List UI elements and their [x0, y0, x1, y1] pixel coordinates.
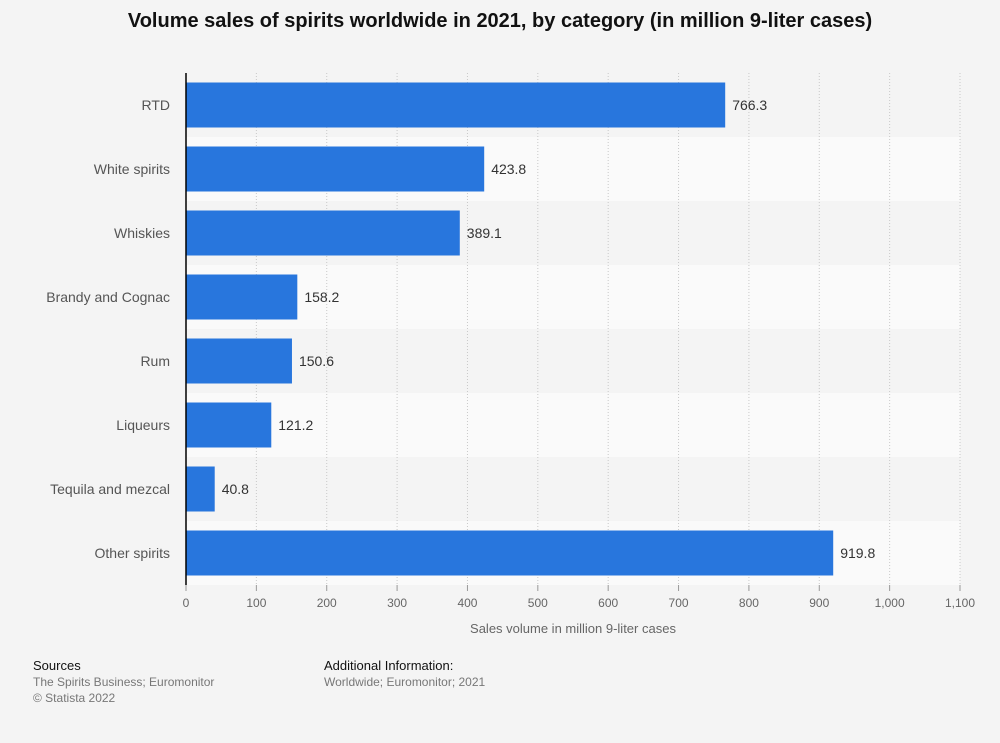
row-band: [186, 329, 960, 393]
x-tick-label: 200: [317, 596, 337, 610]
chart-title: Volume sales of spirits worldwide in 202…: [127, 10, 873, 32]
category-label: Brandy and Cognac: [46, 289, 170, 305]
bar: [186, 210, 460, 256]
sources-text: The Spirits Business; Euromonitor: [33, 675, 215, 689]
x-tick-label: 0: [183, 596, 190, 610]
x-tick-label: 900: [809, 596, 829, 610]
bar: [186, 530, 834, 576]
additional-info-heading: Additional Information:: [324, 658, 454, 673]
category-label: Liqueurs: [116, 417, 170, 433]
bar-chart: RTD 766.3 White spirits 423.8 Whiskies 389.1 B…: [46, 73, 975, 636]
bar: [186, 402, 272, 448]
additional-info-block: Additional Information: Worldwide; Eurom…: [324, 658, 485, 690]
row-band: [186, 457, 960, 521]
value-label: 150.6: [299, 353, 334, 369]
x-tick-label: 600: [598, 596, 618, 610]
row-band: [186, 393, 960, 457]
category-label: White spirits: [94, 161, 170, 177]
value-label: 121.2: [278, 417, 313, 433]
category-label: Whiskies: [114, 225, 170, 241]
sources-heading: Sources: [33, 658, 81, 673]
x-tick-label: 100: [246, 596, 266, 610]
x-tick-label: 800: [739, 596, 759, 610]
category-label: Other spirits: [95, 545, 170, 561]
value-label: 158.2: [304, 289, 339, 305]
category-label: Tequila and mezcal: [50, 481, 170, 497]
value-label: 919.8: [840, 545, 875, 561]
bar: [186, 274, 298, 320]
category-label: RTD: [141, 97, 170, 113]
value-label: 766.3: [732, 97, 767, 113]
value-label: 423.8: [491, 161, 526, 177]
x-tick-label: 400: [457, 596, 477, 610]
bar: [186, 146, 485, 192]
copyright-text: © Statista 2022: [33, 691, 116, 705]
x-axis-title: Sales volume in million 9-liter cases: [470, 621, 676, 636]
row-band: [186, 265, 960, 329]
x-tick-label: 1,100: [945, 596, 975, 610]
value-label: 389.1: [467, 225, 502, 241]
x-tick-label: 500: [528, 596, 548, 610]
x-tick-label: 300: [387, 596, 407, 610]
x-tick-label: 1,000: [875, 596, 905, 610]
bar: [186, 82, 726, 128]
bar: [186, 466, 215, 512]
additional-info-text: Worldwide; Euromonitor; 2021: [324, 675, 486, 689]
sources-block: Sources The Spirits Business; Euromonito…: [33, 658, 214, 706]
category-label: Rum: [140, 353, 170, 369]
value-label: 40.8: [222, 481, 249, 497]
x-tick-label: 700: [669, 596, 689, 610]
bar: [186, 338, 292, 384]
